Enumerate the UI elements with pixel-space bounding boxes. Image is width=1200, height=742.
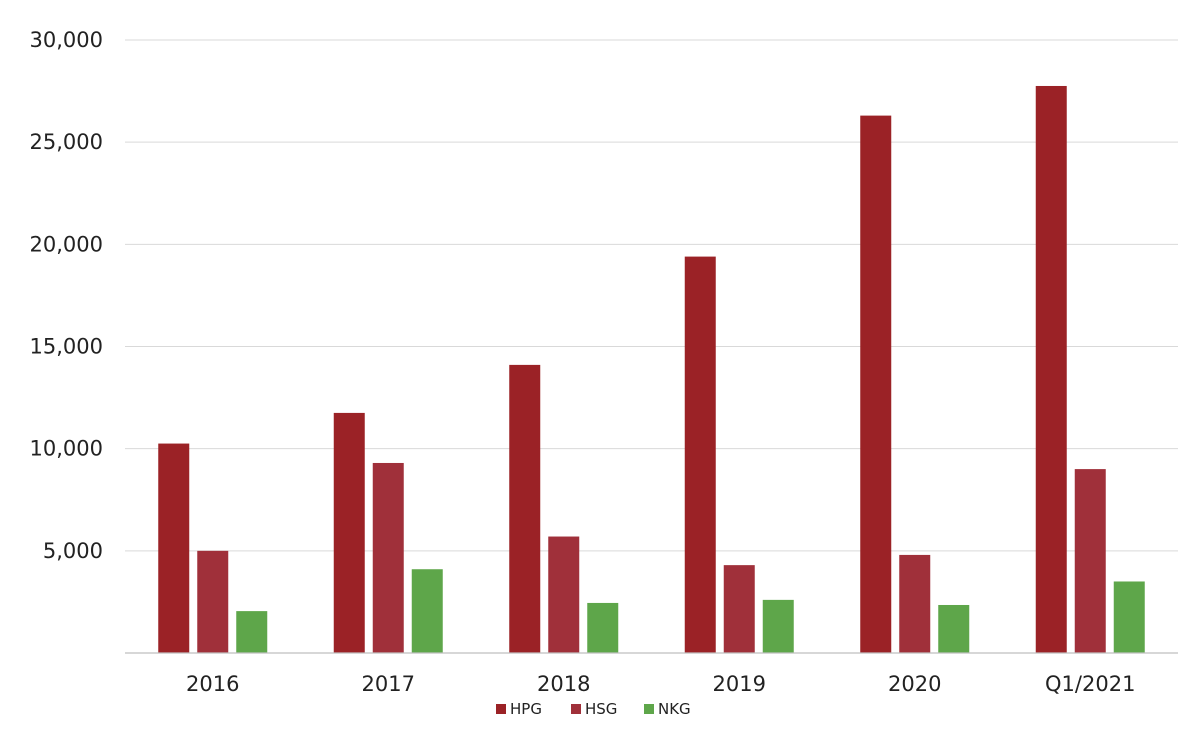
bar-hpg-2019	[684, 256, 716, 653]
legend-swatch	[644, 704, 654, 714]
gridlines	[125, 39, 1178, 552]
legend-label: NKG	[658, 700, 691, 718]
y-tick-label: 20,000	[30, 232, 103, 256]
bar-hpg-2016	[158, 443, 190, 653]
legend-item-hsg: HSG	[571, 700, 617, 718]
bar-nkg-2020	[938, 604, 970, 653]
x-tick-label: 2016	[186, 672, 239, 696]
bar-hsg-q1-2021	[1074, 469, 1106, 653]
bar-hsg-2019	[723, 565, 755, 653]
bar-nkg-2017	[411, 569, 443, 653]
bar-nkg-2016	[236, 611, 268, 653]
y-tick-label: 10,000	[30, 437, 103, 461]
bar-nkg-2019	[762, 599, 794, 653]
bar-hsg-2017	[372, 462, 404, 653]
y-axis-tick-labels: 5,000 10,000 15,000 20,000 25,000 30,000	[30, 28, 103, 563]
x-tick-label: Q1/2021	[1045, 672, 1135, 696]
bars	[158, 85, 1145, 654]
x-tick-label: 2020	[888, 672, 941, 696]
bar-hsg-2018	[548, 536, 580, 653]
x-tick-label: 2018	[537, 672, 590, 696]
legend-item-nkg: NKG	[644, 700, 691, 718]
legend-label: HSG	[585, 700, 617, 718]
legend-swatch	[496, 704, 506, 714]
y-tick-label: 15,000	[30, 335, 103, 359]
x-tick-label: 2017	[362, 672, 415, 696]
bar-hsg-2016	[197, 550, 229, 653]
x-tick-label: 2019	[713, 672, 766, 696]
bar-hpg-2020	[860, 115, 892, 653]
legend-swatch	[571, 704, 581, 714]
y-tick-label: 5,000	[43, 539, 103, 563]
bar-nkg-q1-2021	[1113, 581, 1145, 653]
bar-hpg-2017	[333, 412, 365, 653]
bar-hpg-q1-2021	[1035, 85, 1067, 654]
legend: HPG HSG NKG	[496, 700, 691, 718]
bar-hpg-2018	[509, 364, 541, 653]
legend-item-hpg: HPG	[496, 700, 542, 718]
legend-label: HPG	[510, 700, 542, 718]
y-tick-label: 30,000	[30, 28, 103, 52]
bar-hsg-2020	[899, 554, 931, 653]
bar-nkg-2018	[587, 602, 619, 653]
x-axis-tick-labels: 2016 2017 2018 2019 2020 Q1/2021	[186, 672, 1135, 696]
y-tick-label: 25,000	[30, 130, 103, 154]
